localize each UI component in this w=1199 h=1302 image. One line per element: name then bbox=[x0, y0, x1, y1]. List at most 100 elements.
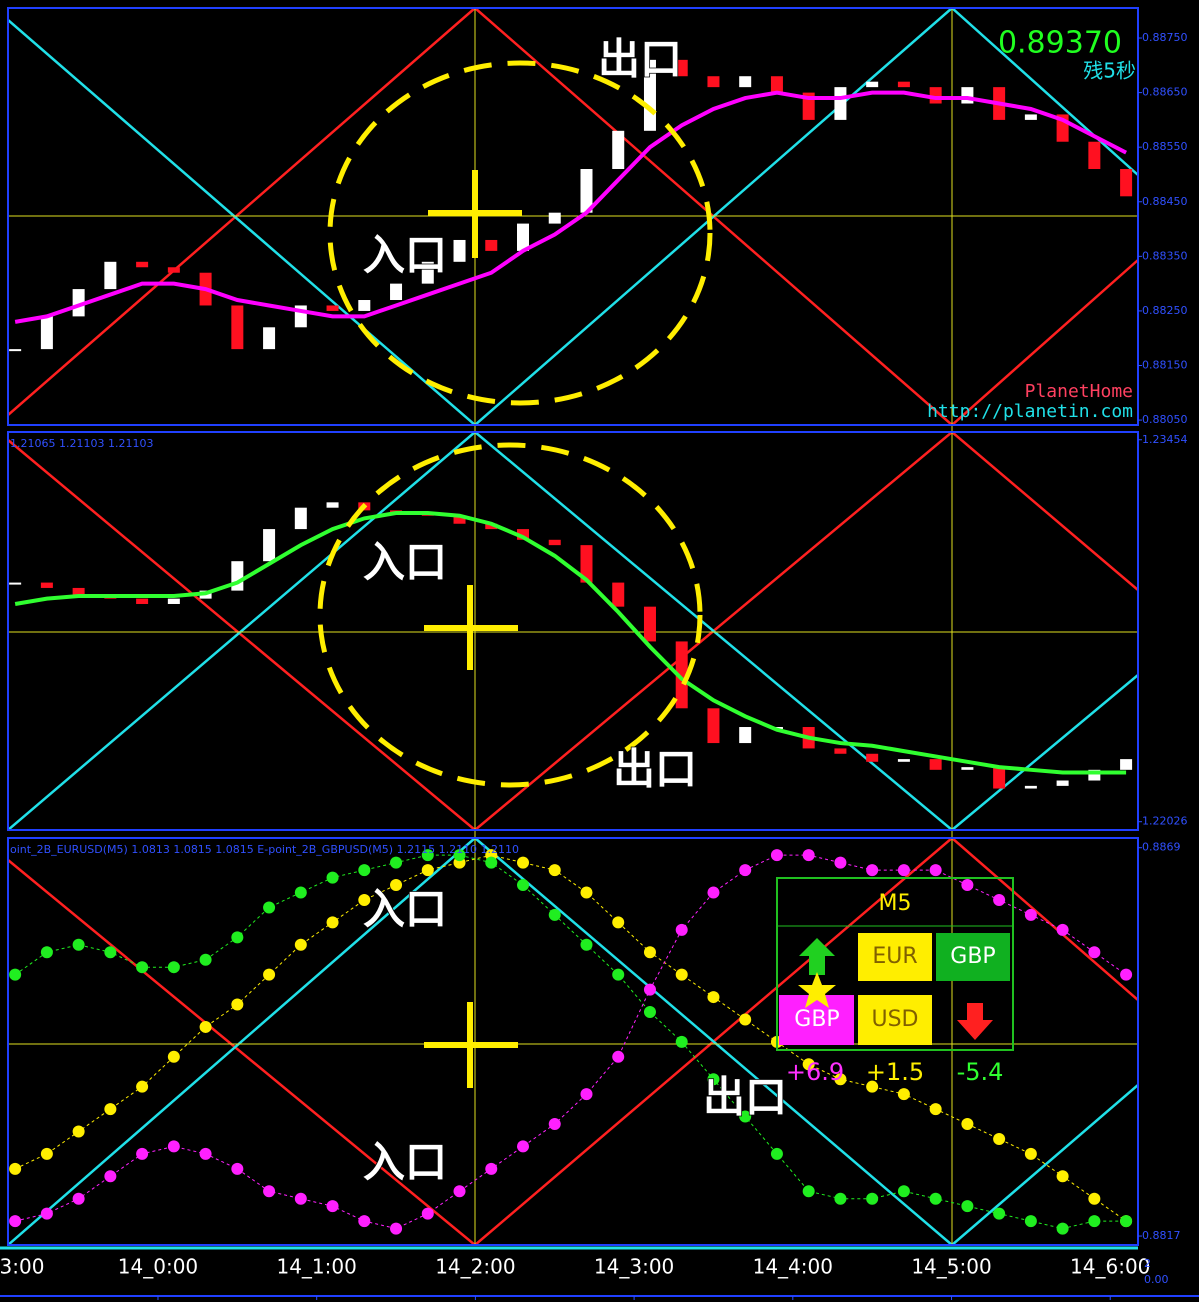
candle bbox=[834, 87, 847, 120]
dot bbox=[675, 968, 688, 981]
candle bbox=[548, 212, 561, 224]
dot bbox=[834, 856, 847, 869]
dot bbox=[231, 998, 244, 1011]
dot bbox=[421, 1207, 434, 1220]
dot bbox=[167, 961, 180, 974]
dot bbox=[199, 1147, 212, 1160]
candle bbox=[517, 529, 530, 540]
candle bbox=[326, 502, 339, 508]
dot bbox=[1024, 908, 1037, 921]
dot bbox=[548, 908, 561, 921]
y-tick-label: 0.88550 bbox=[1142, 140, 1188, 153]
panel-header: 1.21065 1.21103 1.21103 bbox=[10, 437, 153, 450]
dot bbox=[326, 916, 339, 929]
dot bbox=[580, 938, 593, 951]
candle bbox=[9, 349, 22, 352]
dot bbox=[453, 849, 466, 862]
dot bbox=[1088, 1192, 1101, 1205]
axis-extra: 0.00 bbox=[1144, 1273, 1169, 1286]
candle bbox=[739, 76, 752, 88]
candle bbox=[548, 539, 561, 546]
y-tick-label: 1.22026 bbox=[1142, 815, 1188, 828]
candle bbox=[167, 598, 180, 604]
dot bbox=[72, 1125, 85, 1138]
y-tick-label: 0.88350 bbox=[1142, 249, 1188, 262]
dot bbox=[739, 1110, 752, 1123]
dot bbox=[1056, 1222, 1069, 1235]
dot bbox=[358, 893, 371, 906]
box-score: -5.4 bbox=[957, 1058, 1004, 1086]
dot bbox=[548, 1118, 561, 1131]
panel-borders bbox=[0, 7, 1199, 1297]
dot bbox=[993, 1132, 1006, 1145]
candle bbox=[675, 59, 688, 77]
dot bbox=[770, 849, 783, 862]
dot bbox=[453, 1185, 466, 1198]
candle bbox=[770, 76, 783, 93]
candle bbox=[358, 300, 371, 311]
url: http://planetin.com bbox=[927, 401, 1133, 422]
dot bbox=[580, 886, 593, 899]
dot bbox=[961, 1118, 974, 1131]
dot bbox=[9, 968, 22, 981]
dot bbox=[72, 938, 85, 951]
candle bbox=[1024, 114, 1037, 120]
dot bbox=[580, 1088, 593, 1101]
candle bbox=[231, 305, 244, 350]
candle bbox=[1120, 169, 1133, 197]
candle bbox=[866, 753, 879, 762]
annotation-label: 入口 bbox=[363, 885, 447, 934]
candle bbox=[263, 327, 276, 350]
dot bbox=[485, 1162, 498, 1175]
dot bbox=[834, 1192, 847, 1205]
dot bbox=[1056, 923, 1069, 936]
candle bbox=[136, 598, 149, 604]
dot bbox=[263, 968, 276, 981]
x-tick-label: 14_1:00 bbox=[276, 1255, 356, 1279]
dot bbox=[929, 1192, 942, 1205]
panel bbox=[9, 59, 1133, 352]
brand: PlanetHome bbox=[1025, 381, 1133, 402]
candle bbox=[707, 708, 720, 744]
dot bbox=[294, 938, 307, 951]
dot bbox=[643, 983, 656, 996]
dot bbox=[1024, 1147, 1037, 1160]
dot bbox=[929, 1103, 942, 1116]
dot bbox=[104, 946, 117, 959]
candle bbox=[72, 587, 85, 596]
dot bbox=[802, 849, 815, 862]
candle bbox=[1056, 780, 1069, 786]
dot bbox=[517, 856, 530, 869]
candle bbox=[485, 239, 498, 251]
dot bbox=[358, 1215, 371, 1228]
dot bbox=[263, 1185, 276, 1198]
dot bbox=[897, 1185, 910, 1198]
dotted-line bbox=[15, 854, 1127, 1230]
dot bbox=[897, 1088, 910, 1101]
candle bbox=[1024, 785, 1037, 789]
y-tick-label: 0.88650 bbox=[1142, 86, 1188, 99]
candle bbox=[485, 523, 498, 530]
candle bbox=[1120, 759, 1133, 770]
x-tick-label: 14_5:00 bbox=[911, 1255, 991, 1279]
y-tick-label: 0.88450 bbox=[1142, 195, 1188, 208]
y-tick-label: 0.8817 bbox=[1142, 1229, 1181, 1242]
dot bbox=[897, 864, 910, 877]
x-tick-label: 14_2:00 bbox=[435, 1255, 515, 1279]
box-cell: USD bbox=[871, 1007, 918, 1032]
box-score: +6.9 bbox=[786, 1058, 844, 1086]
panel bbox=[9, 849, 1133, 1235]
x-tick-label: 14_4:00 bbox=[753, 1255, 833, 1279]
dot bbox=[136, 1080, 149, 1093]
dot bbox=[707, 1073, 720, 1086]
moving-average bbox=[14, 90, 1128, 324]
candle bbox=[866, 81, 879, 88]
dot bbox=[199, 1020, 212, 1033]
candle bbox=[517, 223, 530, 251]
candle bbox=[231, 561, 244, 591]
dot bbox=[866, 1192, 879, 1205]
dot bbox=[739, 864, 752, 877]
dot bbox=[961, 1200, 974, 1213]
candle bbox=[580, 545, 593, 583]
